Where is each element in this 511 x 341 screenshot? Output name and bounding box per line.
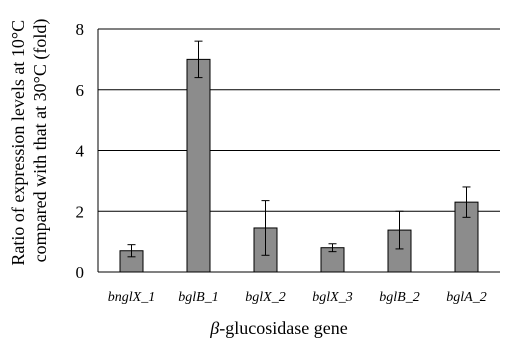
bars (119, 58, 479, 273)
y-tick-label: 0 (76, 263, 85, 282)
bar (186, 58, 211, 273)
error-bar (194, 40, 203, 79)
x-axis-label-italic: β (209, 318, 219, 338)
y-axis-label-line-2: compared with that at 30°C (fold) (30, 19, 51, 263)
y-tick-label: 2 (76, 202, 85, 221)
y-tick-label: 8 (76, 20, 85, 39)
error-bar (462, 186, 471, 218)
error-bars (127, 40, 471, 258)
x-category-label: bglB_2 (379, 290, 419, 305)
gridlines (98, 28, 500, 212)
y-tick-labels: 0 2 4 6 8 (76, 20, 85, 282)
y-tick-label: 6 (76, 81, 85, 100)
error-bar (328, 243, 337, 253)
x-category-label: bglX_2 (245, 290, 285, 305)
x-category-label: bnglX_1 (108, 290, 155, 305)
y-axis-label-line-1: Ratio of expression levels at 10°C (8, 20, 28, 266)
x-category-labels: bnglX_1 bglB_1 bglX_2 bglX_3 bglB_2 bglA_2 (108, 290, 487, 305)
y-tick-label: 4 (76, 142, 85, 161)
x-category-label: bglB_1 (178, 290, 218, 305)
y-axis-label: Ratio of expression levels at 10°C compa… (8, 15, 51, 265)
x-axis-label: β-glucosidase gene (209, 318, 347, 338)
x-category-label: bglA_2 (446, 290, 486, 305)
error-bar (261, 200, 270, 256)
x-axis-label-rest: -glucosidase gene (219, 318, 347, 338)
x-category-label: bglX_3 (312, 290, 352, 305)
error-bar (395, 210, 404, 250)
error-bar (127, 244, 136, 258)
